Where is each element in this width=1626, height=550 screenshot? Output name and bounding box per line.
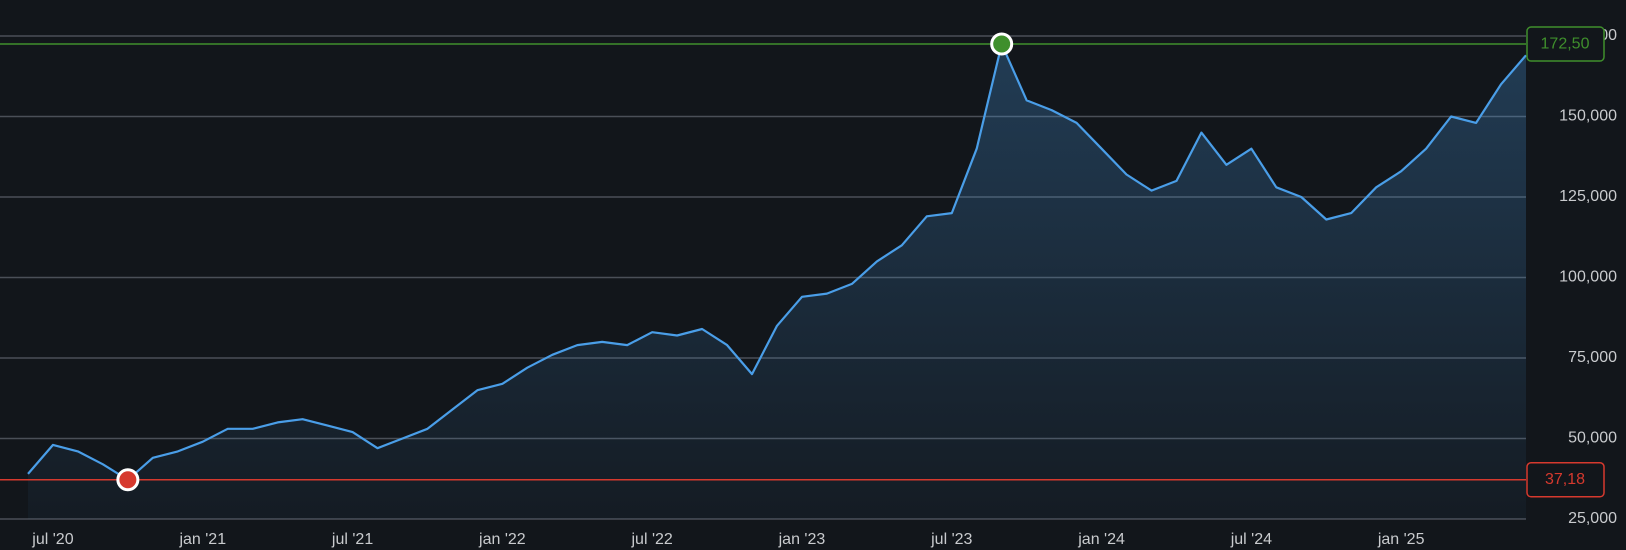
price-line (27, 43, 1527, 481)
x-tick-label: jan '24 (1077, 531, 1125, 548)
y-tick-label: 50,000 (1568, 430, 1617, 447)
min-marker (116, 468, 140, 492)
x-tick-label: jan '22 (478, 531, 526, 548)
x-tick-label: jul '21 (331, 531, 373, 548)
y-tick-label: 75,000 (1568, 349, 1617, 366)
y-tick-label: 25,000 (1568, 510, 1617, 527)
x-tick-label: jul '23 (930, 531, 972, 548)
x-tick-label: jul '20 (31, 531, 73, 548)
y-tick-label: 125,000 (1559, 188, 1617, 205)
min-badge (1526, 462, 1605, 498)
x-tick-label: jul '24 (1230, 531, 1272, 548)
y-tick-label: 100,000 (1559, 269, 1617, 286)
x-tick-label: jan '23 (778, 531, 826, 548)
min-badge-label: 37,18 (1545, 471, 1585, 488)
x-tick-label: jan '25 (1377, 531, 1425, 548)
x-tick-label: jan '21 (178, 531, 226, 548)
x-tick-label: jul '22 (631, 531, 673, 548)
area (28, 44, 1526, 519)
max-badge-label: 172,50 (1541, 35, 1590, 52)
max-badge (1526, 26, 1605, 62)
y-tick-label: 150,000 (1559, 108, 1617, 125)
max-marker (990, 32, 1014, 56)
